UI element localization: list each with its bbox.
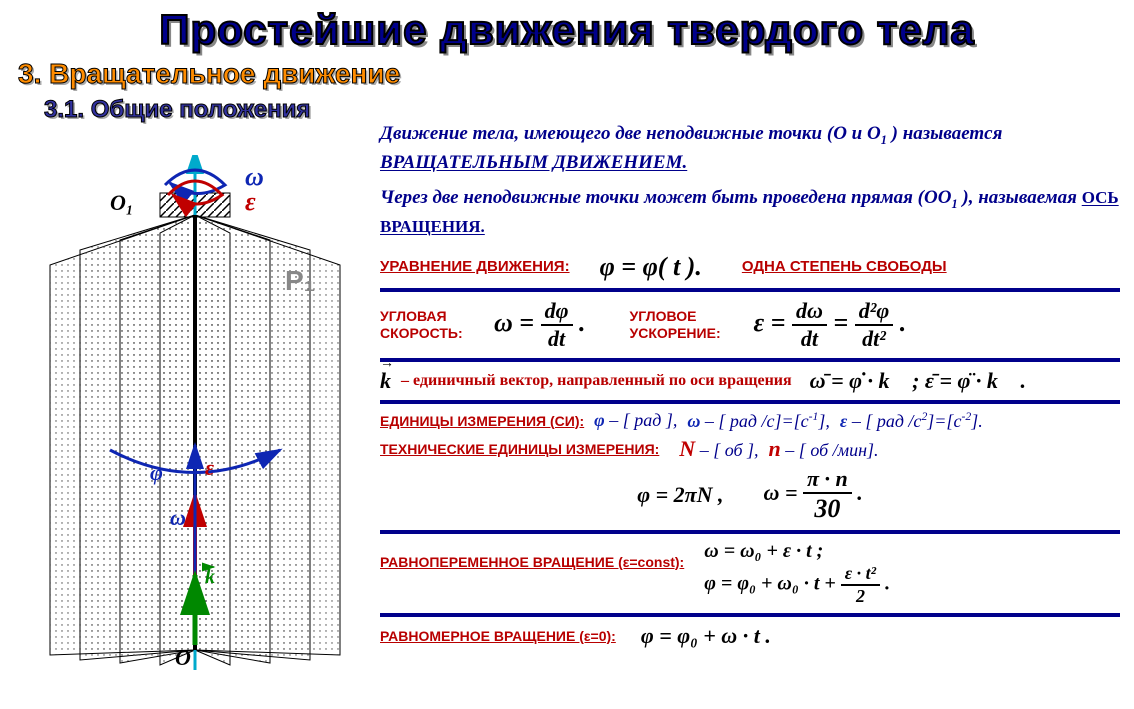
divider: [380, 613, 1120, 617]
n-units: n – [ об /мин].: [769, 436, 879, 462]
definition-1: Движение тела, имеющего две неподвижные …: [380, 120, 1120, 178]
main-title: Простейшие движения твердого тела: [0, 0, 1134, 54]
angular-velocity-label: УГЛОВАЯ СКОРОСТЬ:: [380, 308, 470, 342]
omega-pin30: ω = π · n30 .: [764, 466, 863, 524]
angular-acceleration-formula: ε = dωdt = d²φdt² .: [754, 298, 907, 352]
uniacc-omega: ω = ω₀ + ε · t ;: [704, 540, 890, 563]
divider: [380, 400, 1120, 404]
dof-label: ОДНА СТЕПЕНЬ СВОБОДЫ: [742, 258, 947, 275]
phi-units: φ – [ рад ],: [594, 410, 677, 431]
equation-of-motion: φ = φ( t ).: [600, 252, 702, 282]
si-units-label: ЕДИНИЦЫ ИЗМЕРЕНИЯ (СИ):: [380, 413, 584, 429]
uniacc-label: РАВНОПЕРЕМЕННОЕ ВРАЩЕНИЕ (ε=const):: [380, 554, 684, 570]
def1-text: Движение тела, имеющего две неподвижные …: [380, 123, 881, 144]
tech-units-label: ТЕХНИЧЕСКИЕ ЕДИНИЦЫ ИЗМЕРЕНИЯ:: [380, 441, 659, 457]
N-units: N – [ об ],: [679, 436, 758, 462]
svg-text:ω: ω: [170, 505, 186, 530]
section-title: 3. Вращательное движение: [18, 58, 1134, 90]
uniacc-phi: φ = φ₀ + ω₀ · t + ε · t²2 .: [704, 563, 890, 607]
svg-text:O: O: [175, 645, 191, 670]
eps-units: ε – [ рад /с2]=[с-2].: [840, 410, 983, 432]
k-vector: k: [380, 368, 391, 394]
rotation-diagram: ω ε O₁ P₁ φ ε⃗ ω k O: [30, 155, 360, 675]
svg-text:O₁: O₁: [110, 190, 134, 215]
definition-2: Через две неподвижные точки может быть п…: [380, 184, 1120, 242]
svg-text:k: k: [205, 566, 215, 588]
divider: [380, 530, 1120, 534]
content-panel: Движение тела, имеющего две неподвижные …: [380, 120, 1120, 653]
angular-velocity-formula: ω = dφdt .: [494, 298, 586, 352]
svg-text:ε⃗: ε⃗: [205, 455, 231, 480]
omega-units: ω – [ рад /с]=[с-1],: [687, 410, 830, 432]
svg-text:P₁: P₁: [285, 265, 315, 296]
angular-acceleration-label: УГЛОВОЕ УСКОРЕНИЕ:: [630, 308, 730, 342]
uniform-equation: φ = φ₀ + ω · t .: [641, 623, 771, 649]
equation-of-motion-label: УРАВНЕНИЕ ДВИЖЕНИЯ:: [380, 258, 570, 275]
phi-2piN: φ = 2πN ,: [637, 482, 723, 508]
vector-equations: ω̄ = φ̇ · k⃗ ; ε̄ = φ̈ · k⃗ .: [810, 368, 1026, 394]
svg-text:ε: ε: [245, 187, 256, 216]
k-description: – единичный вектор, направленный по оси …: [401, 372, 792, 390]
uniform-label: РАВНОМЕРНОЕ ВРАЩЕНИЕ (ε=0):: [380, 628, 616, 644]
svg-text:φ: φ: [150, 460, 163, 485]
divider: [380, 288, 1120, 292]
divider: [380, 358, 1120, 362]
